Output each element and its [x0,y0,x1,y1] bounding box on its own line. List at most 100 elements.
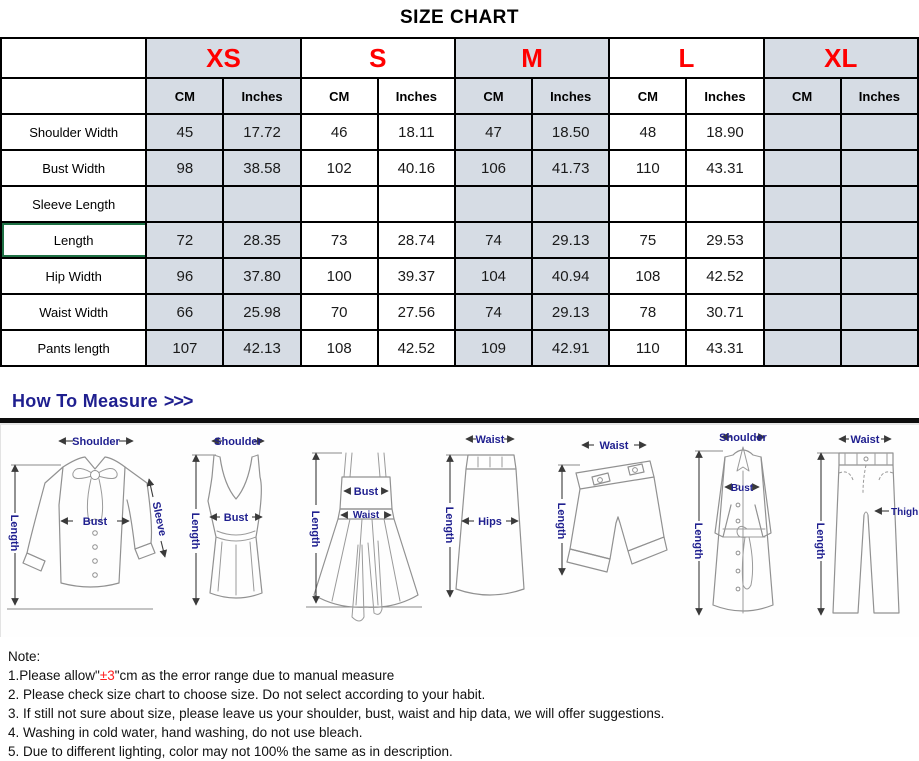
value-cell: 70 [299,293,379,331]
value-cell: 18.11 [376,113,456,151]
value-cell: 107 [145,329,225,367]
value-cell [222,185,302,223]
value-cell: 78 [608,293,688,331]
row-label-waist-width: Waist Width [0,293,148,331]
row-label-sleeve-length: Sleeve Length [0,185,148,223]
unit-header-s-cm: CM [299,77,379,115]
value-cell: 75 [608,221,688,259]
value-cell: 27.56 [376,293,456,331]
value-cell: 74 [453,293,534,331]
dress-length-label: Length [309,511,321,548]
size-header-xs: XS [145,37,302,79]
value-cell: 42.52 [376,329,456,367]
table-row: Sleeve Length [0,185,919,223]
value-cell: 18.90 [685,113,765,151]
unit-header-xl-inches: Inches [839,77,919,115]
pants-thigh-label: Thigh [891,507,918,518]
value-cell [762,113,842,151]
value-cell [685,185,765,223]
notes-section: Note: 1.Please allow"±3"cm as the error … [8,647,919,761]
value-cell: 18.50 [531,113,611,151]
skirt-waist-label: Waist [476,434,505,446]
value-cell [762,329,842,367]
value-cell: 46 [299,113,379,151]
blouse-sleeve-label: Sleeve [150,501,169,538]
coat-diagram: Shoulder Length Bust [692,432,774,616]
note-item-5: 5. Due to different lighting, color may … [8,744,453,759]
size-header-row: XS S M L XL [0,37,919,79]
how-to-measure-heading: How To Measure >>> [12,391,919,412]
corner-cell [0,37,148,79]
table-row: Shoulder Width 45 17.72 46 18.11 47 18.50 48 18.… [0,113,919,151]
unit-header-m-inches: Inches [531,77,611,115]
value-cell: 42.13 [222,329,302,367]
value-cell [839,149,919,187]
value-cell: 72 [145,221,225,259]
value-cell: 28.74 [376,221,456,259]
value-cell: 39.37 [376,257,456,295]
dress-diagram: Length Bust Waist [306,452,422,622]
unit-header-row: CM Inches CM Inches CM Inches CM Inches CM Inches [0,77,919,115]
value-cell: 29.13 [531,293,611,331]
unit-header-s-inches: Inches [376,77,456,115]
coat-shoulder-label: Shoulder [719,432,767,444]
value-cell [762,185,842,223]
pants-diagram: Waist Length Thigh [814,434,918,616]
tank-shoulder-label: Shoulder [214,436,262,448]
skirt-diagram: Waist Length Hips [443,434,525,598]
value-cell: 98 [145,149,225,187]
corner-cell-2 [0,77,148,115]
value-cell [839,221,919,259]
value-cell [762,221,842,259]
size-header-s: S [299,37,456,79]
dress-bust-label: Bust [354,486,379,498]
value-cell: 100 [299,257,379,295]
value-cell [145,185,225,223]
page-title: SIZE CHART [400,7,519,28]
value-cell: 30.71 [685,293,765,331]
value-cell: 28.35 [222,221,302,259]
value-cell [839,293,919,331]
row-label-bust-width: Bust Width [0,149,148,187]
value-cell [762,293,842,331]
value-cell [453,185,534,223]
value-cell: 108 [608,257,688,295]
value-cell: 96 [145,257,225,295]
tank-length-label: Length [189,513,201,550]
value-cell [762,149,842,187]
value-cell [839,185,919,223]
value-cell: 29.53 [685,221,765,259]
value-cell: 29.13 [531,221,611,259]
unit-header-xl-cm: CM [762,77,842,115]
blouse-length-label: Length [8,515,20,552]
value-cell: 47 [453,113,534,151]
size-header-m: M [453,37,611,79]
coat-length-label: Length [692,523,704,560]
table-row: Length 72 28.35 73 28.74 74 29.13 75 29.53 [0,221,919,259]
value-cell: 66 [145,293,225,331]
value-cell: 74 [453,221,534,259]
value-cell: 41.73 [531,149,611,187]
blouse-diagram: Length Shoulder Bust Sleeve [7,436,169,610]
table-row: Hip Width 96 37.80 100 39.37 104 40.94 108 42.52 [0,257,919,295]
value-cell [376,185,456,223]
value-cell: 110 [608,149,688,187]
table-row: Waist Width 66 25.98 70 27.56 74 29.13 78 30.71 [0,293,919,331]
value-cell: 38.58 [222,149,302,187]
value-cell [839,113,919,151]
value-cell [608,185,688,223]
skirt-hips-label: Hips [478,516,502,528]
row-label-hip-width: Hip Width [0,257,148,295]
note-item-3: 3. If still not sure about size, please … [8,706,665,721]
tank-bust-label: Bust [224,512,249,524]
size-header-xl: XL [762,37,919,79]
dress-waist-label: Waist [353,510,380,521]
value-cell: 48 [608,113,688,151]
value-cell [762,257,842,295]
unit-header-l-cm: CM [608,77,688,115]
value-cell: 73 [299,221,379,259]
note-item-4: 4. Washing in cold water, hand washing, … [8,725,363,740]
value-cell: 40.16 [376,149,456,187]
tank-top-diagram: Length Shoulder Bust [189,436,265,606]
value-cell [839,329,919,367]
